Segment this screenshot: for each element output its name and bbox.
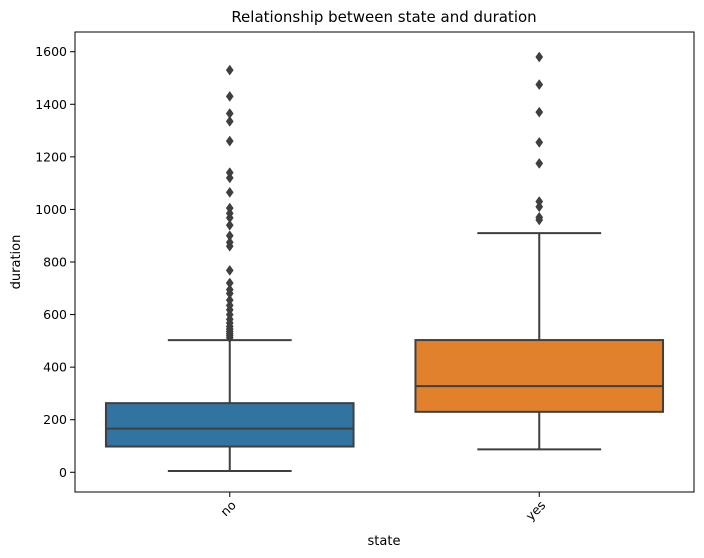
outlier-point-yes <box>535 196 544 207</box>
x-axis-label: state <box>368 534 401 549</box>
outlier-point-yes <box>535 158 544 169</box>
outlier-point-no <box>225 284 234 296</box>
chart-title: Relationship between state and duration <box>231 8 536 26</box>
outlier-point-yes <box>535 106 544 118</box>
plot-area: 0 200 400 600 800 1000 1200 1400 1600 no yes <box>35 31 695 524</box>
outlier-point-no <box>225 64 234 76</box>
box-yes <box>414 339 665 413</box>
x-tick-label-no: no <box>217 498 239 520</box>
outlier-point-yes <box>535 79 544 90</box>
outlier-point-no <box>225 167 234 179</box>
outlier-point-yes <box>535 211 544 223</box>
y-tick-label: 200 <box>43 412 67 427</box>
outlier-point-yes <box>535 51 544 63</box>
x-tick-label-yes: yes <box>522 498 548 524</box>
outlier-point-no <box>225 219 234 231</box>
box-no <box>104 402 355 448</box>
y-tick-label: 600 <box>43 307 67 322</box>
outlier-point-no <box>225 202 234 214</box>
outlier-point-no <box>225 230 234 242</box>
y-tick-label: 1200 <box>35 149 67 164</box>
outlier-point-no <box>225 277 234 289</box>
y-tick-label: 1000 <box>35 202 67 217</box>
y-tick-label: 0 <box>59 465 67 480</box>
outlier-point-no <box>225 115 234 127</box>
outlier-point-no <box>225 294 234 306</box>
y-tick-label: 400 <box>43 360 67 375</box>
y-tick-label: 800 <box>43 255 67 270</box>
outlier-point-no <box>225 236 234 248</box>
outlier-point-no <box>225 90 234 102</box>
y-tick-label: 1400 <box>35 97 67 112</box>
outlier-point-no <box>225 108 234 119</box>
outlier-point-no <box>225 264 234 276</box>
y-axis-label: duration <box>9 235 24 290</box>
outlier-point-no <box>225 135 234 147</box>
outlier-point-yes <box>535 136 544 148</box>
y-tick-label: 1600 <box>35 44 67 59</box>
outlier-point-no <box>225 186 234 198</box>
